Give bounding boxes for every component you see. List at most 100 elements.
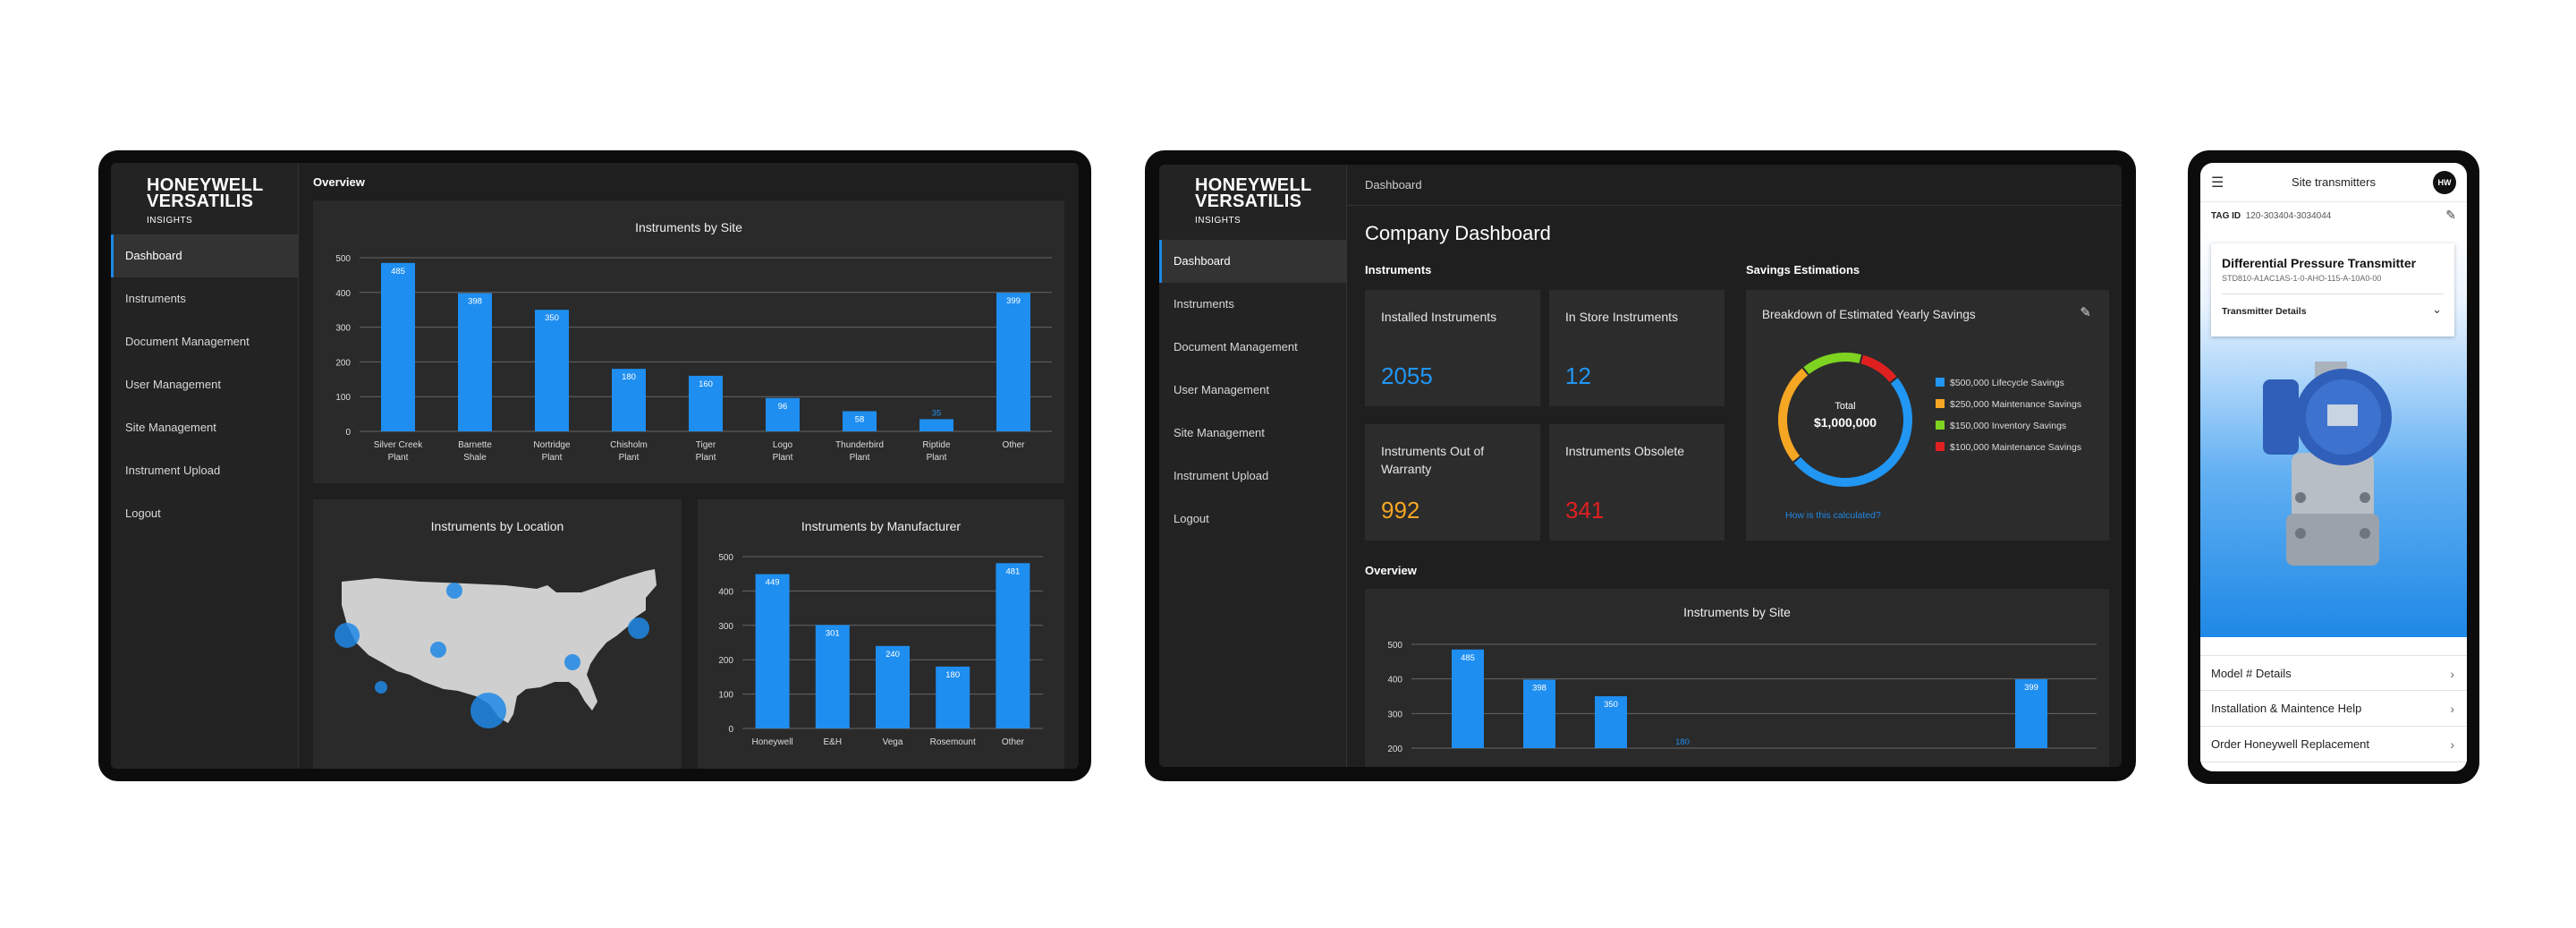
instruments-heading: Instruments <box>1365 263 1432 277</box>
tablet-b-frame: HONEYWELL VERSATILIS INSIGHTS Dashboard I… <box>1145 150 2136 781</box>
bar <box>1523 679 1555 748</box>
y-tick-label: 500 <box>718 553 733 563</box>
donut-slice <box>1793 378 1912 487</box>
legend-label: $500,000 Lifecycle Savings <box>1950 378 2064 388</box>
x-tick-label: Barnette <box>458 440 492 450</box>
y-tick-label: 400 <box>335 289 351 299</box>
sidebar-item-document-management[interactable]: Document Management <box>1174 340 1298 353</box>
legend-item: $500,000 Lifecycle Savings <box>1936 378 2064 388</box>
header-title: Site transmitters <box>2292 175 2376 189</box>
legend-swatch <box>1936 442 1945 451</box>
sidebar-item-instrument-upload[interactable]: Instrument Upload <box>125 464 221 477</box>
sidebar-item-site-management[interactable]: Site Management <box>125 421 216 434</box>
savings-heading: Savings Estimations <box>1746 263 1860 277</box>
stat-card-in-store[interactable]: In Store Instruments 12 <box>1549 290 1724 406</box>
stat-card-out-of-warranty[interactable]: Instruments Out of Warranty 992 <box>1365 424 1540 541</box>
x-tick-label: Honeywell <box>752 737 793 747</box>
y-tick-label: 200 <box>1387 745 1402 754</box>
instruments-by-site-chart: 0 100 200 300 400 500 485 Silver Creek Plant 398 B… <box>335 254 1052 463</box>
bar-value-label: 481 <box>1005 566 1020 576</box>
tag-id-row: TAG ID 120-303404-3034044 <box>2211 211 2331 221</box>
y-tick-label: 100 <box>718 691 733 701</box>
bar <box>815 625 850 728</box>
avatar[interactable]: HW <box>2433 171 2456 194</box>
us-map <box>335 569 657 728</box>
phone-screen: ☰ Site transmitters HW TAG ID 120-303404… <box>2200 163 2467 771</box>
bar-value-label: 180 <box>945 670 960 680</box>
bar <box>996 563 1030 728</box>
bar-value-label: 399 <box>2024 683 2038 693</box>
row-label: Installation & Maintence Help <box>2211 702 2362 715</box>
stat-value: 992 <box>1381 497 1420 524</box>
chevron-down-icon[interactable]: ⌄ <box>2432 302 2442 316</box>
bar-value-label: 485 <box>1461 653 1475 663</box>
sidebar-item-dashboard[interactable]: Dashboard <box>111 234 298 277</box>
site-chart-title: Instruments by Site <box>1683 605 1791 619</box>
y-tick-label: 0 <box>728 725 733 735</box>
site-chart-title: Instruments by Site <box>635 220 742 234</box>
stat-card-obsolete[interactable]: Instruments Obsolete 341 <box>1549 424 1724 541</box>
bar-value-label: 398 <box>1532 683 1546 693</box>
instruments-by-manufacturer-panel: Instruments by Manufacturer 0 100 200 300 40… <box>698 499 1064 769</box>
row-installation-help[interactable]: Installation & Maintence Help › <box>2200 691 2467 727</box>
x-tick-label: Nortridge <box>533 440 571 450</box>
bar <box>766 397 800 431</box>
sidebar-item-user-management[interactable]: User Management <box>125 378 221 391</box>
instruments-by-site-panel: Instruments by Site 0 100 200 300 400 500 485 S… <box>313 200 1064 483</box>
sidebar-item-logout[interactable]: Logout <box>1174 512 1209 525</box>
bar <box>1452 649 1484 748</box>
how-calculated-link[interactable]: How is this calculated? <box>1785 510 1881 521</box>
y-tick-label: 100 <box>335 393 351 403</box>
stat-card-installed[interactable]: Installed Instruments 2055 <box>1365 290 1540 406</box>
sidebar-item-instruments[interactable]: Instruments <box>125 292 186 305</box>
stat-label: Installed Instruments <box>1381 310 1497 324</box>
location-title: Instruments by Location <box>430 519 564 533</box>
x-tick-label: Plant <box>619 453 640 463</box>
location-bubble <box>564 654 580 670</box>
stat-label: In Store Instruments <box>1565 310 1679 324</box>
sidebar-item-dashboard[interactable]: Dashboard <box>1159 240 1346 283</box>
hamburger-menu-icon[interactable]: ☰ <box>2211 175 2224 191</box>
mobile-header: ☰ Site transmitters HW <box>2200 163 2467 202</box>
bar-value-label: 485 <box>391 267 405 277</box>
location-bubble <box>446 583 462 599</box>
location-bubble <box>375 681 387 694</box>
x-tick-label: Chisholm <box>610 440 648 450</box>
transmitter-card: Differential Pressure Transmitter STD810… <box>2211 243 2454 336</box>
x-tick-label: Plant <box>542 453 563 463</box>
row-label: Model # Details <box>2211 667 2292 680</box>
breadcrumb[interactable]: Dashboard <box>1365 178 1422 192</box>
details-toggle[interactable]: Transmitter Details <box>2222 306 2307 317</box>
row-order-replacement[interactable]: Order Honeywell Replacement › <box>2200 727 2467 762</box>
sidebar-item-user-management[interactable]: User Management <box>1174 383 1269 396</box>
bar-value-label: 180 <box>1675 737 1690 747</box>
tag-label: TAG ID <box>2211 211 2241 221</box>
chevron-right-icon: › <box>2450 702 2454 716</box>
chevron-right-icon: › <box>2450 667 2454 681</box>
edit-pencil-icon[interactable]: ✎ <box>2080 305 2091 320</box>
transmitter-image <box>2263 362 2392 566</box>
sidebar-item-document-management[interactable]: Document Management <box>125 335 250 348</box>
instruments-by-manufacturer-chart: 0 100 200 300 400 500 449 Honeywell 301 E&H 240 Veg… <box>718 553 1043 747</box>
tablet-a-screen: HONEYWELL VERSATILIS INSIGHTS Dashboard I… <box>111 163 1079 769</box>
x-tick-label: Thunderbird <box>835 440 884 450</box>
brand-logo: HONEYWELL VERSATILIS INSIGHTS <box>147 175 264 226</box>
x-tick-label: Plant <box>696 453 716 463</box>
bar <box>612 369 646 431</box>
row-model-details[interactable]: Model # Details › <box>2200 655 2467 691</box>
x-tick-label: E&H <box>824 737 843 747</box>
legend-swatch <box>1936 399 1945 408</box>
x-tick-label: Plant <box>388 453 409 463</box>
donut-slice <box>1860 354 1897 383</box>
sidebar-item-logout[interactable]: Logout <box>125 507 161 520</box>
y-tick-label: 0 <box>345 428 351 438</box>
x-tick-label: Logo <box>773 440 793 450</box>
legend-item: $150,000 Inventory Savings <box>1936 421 2066 431</box>
y-tick-label: 300 <box>335 324 351 334</box>
notes-icon[interactable]: ✎ <box>2445 208 2456 222</box>
sidebar-item-instruments[interactable]: Instruments <box>1174 297 1234 311</box>
x-tick-label: Plant <box>773 453 793 463</box>
sidebar-item-site-management[interactable]: Site Management <box>1174 426 1265 439</box>
bar-value-label: 398 <box>468 297 482 307</box>
sidebar-item-instrument-upload[interactable]: Instrument Upload <box>1174 469 1269 482</box>
